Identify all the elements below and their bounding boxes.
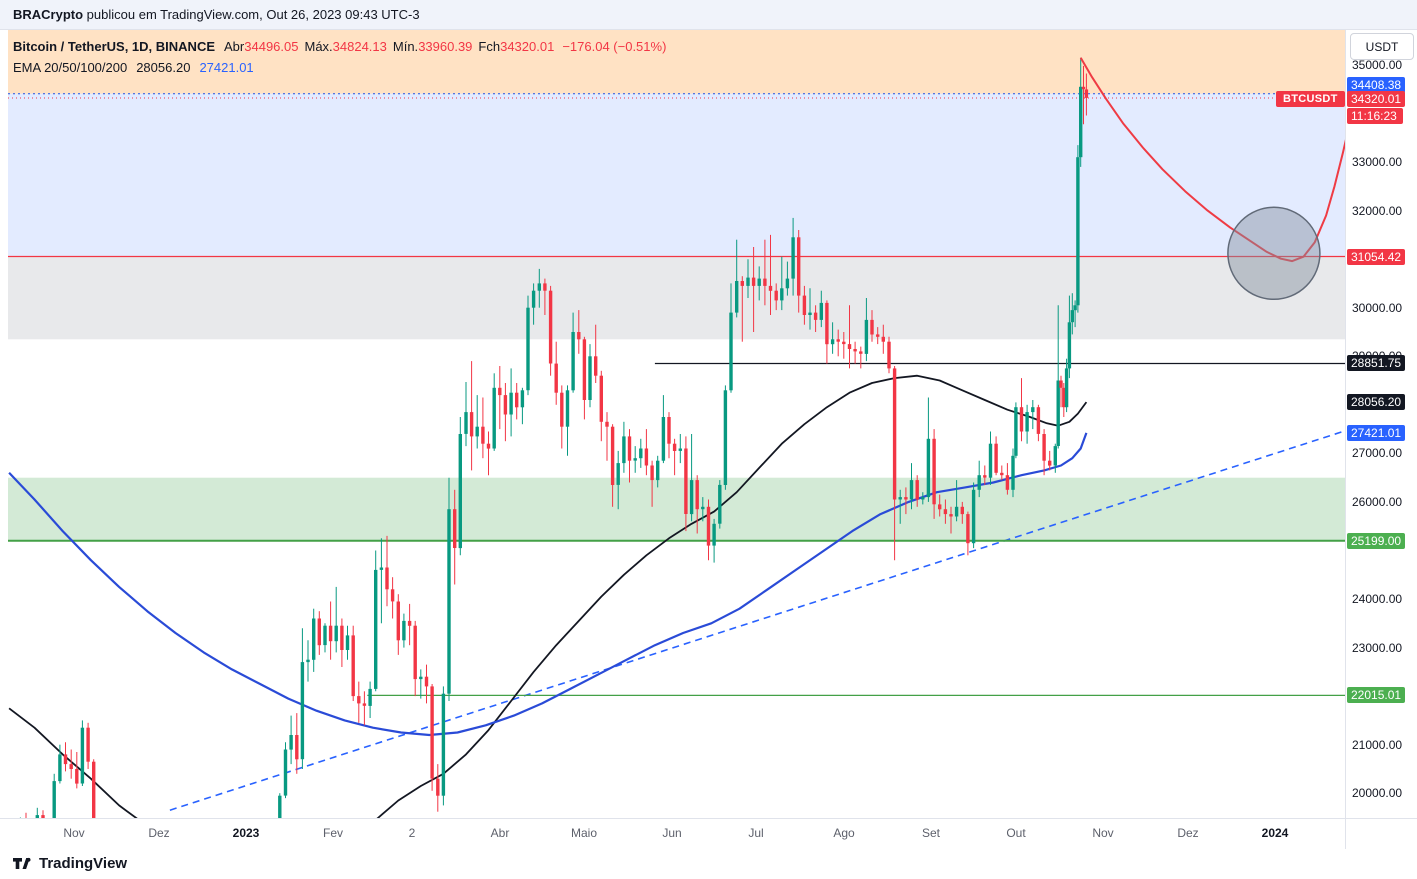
high-pair: Máx.34824.13	[304, 39, 387, 54]
time-label-month: Nov	[1092, 826, 1114, 840]
change-value: −176.04 (−0.51%)	[562, 39, 667, 54]
tradingview-logo-icon[interactable]	[13, 854, 32, 873]
price-zones	[8, 30, 1345, 541]
time-label-month: Fev	[322, 826, 344, 840]
time-label-month: Dez	[1177, 826, 1199, 840]
time-label-month: Ago	[833, 826, 855, 840]
candlesticks	[19, 57, 1089, 818]
resistance-price-badge: 31054.42	[1347, 249, 1406, 265]
time-label-month: 2	[408, 826, 416, 840]
time-label-year: 2024	[1261, 826, 1289, 840]
close-pair: Fch34320.01	[478, 39, 555, 54]
zone-support-green	[8, 477, 1345, 541]
price-tick: 30000.00	[1352, 301, 1403, 315]
brand-name[interactable]: TradingView	[39, 855, 128, 872]
zone-resistance-gray	[8, 256, 1345, 340]
chart-legend: Bitcoin / TetherUS, 1D, BINANCE Abr34496.…	[13, 36, 666, 78]
price-tick: 27000.00	[1352, 446, 1403, 460]
attribution-text: publicou em TradingView.com, Out 26, 202…	[83, 7, 420, 22]
ema200-value: 27421.01	[199, 60, 254, 75]
time-label-year: 2023	[232, 826, 260, 840]
level-price-badge: 28851.75	[1347, 355, 1406, 371]
price-tick: 32000.00	[1352, 204, 1403, 218]
time-label-month: Jul	[748, 826, 764, 840]
last-price-badge: 34320.01	[1347, 91, 1406, 107]
time-label-month: Dez	[148, 826, 170, 840]
time-label-month: Nov	[63, 826, 85, 840]
price-tick: 20000.00	[1352, 786, 1403, 800]
time-label-month: Maio	[570, 826, 598, 840]
indicator-name: EMA 20/50/100/200	[13, 60, 128, 75]
price-tick: 26000.00	[1352, 495, 1403, 509]
symbol-legend-row: Bitcoin / TetherUS, 1D, BINANCE Abr34496.…	[13, 36, 666, 57]
countdown-badge: 11:16:23	[1347, 108, 1403, 124]
time-label-month: Jun	[662, 826, 682, 840]
open-pair: Abr34496.05	[224, 39, 299, 54]
support2-price-badge: 22015.01	[1347, 687, 1406, 703]
chart-canvas[interactable]	[0, 30, 1345, 818]
forecast-target-circle	[1227, 206, 1321, 301]
low-pair: Mín.33960.39	[392, 39, 473, 54]
time-label-month: Set	[921, 826, 941, 840]
price-axis[interactable]: USDT 35000.0033000.0032000.0030000.00290…	[1345, 30, 1417, 818]
axis-corner	[1345, 818, 1417, 849]
price-tick: 24000.00	[1352, 592, 1403, 606]
indicator-legend-row: EMA 20/50/100/200 28056.20 27421.01	[13, 57, 666, 78]
ema100-value: 28056.20	[136, 60, 191, 75]
ema100-price-badge: 28056.20	[1347, 394, 1406, 410]
support-price-badge: 25199.00	[1347, 533, 1406, 549]
ema-200-line	[8, 432, 1088, 737]
zone-target-orange	[8, 30, 1345, 94]
trendline	[169, 430, 1344, 811]
currency-toggle-button[interactable]: USDT	[1350, 33, 1414, 60]
author-name: BRACrypto	[13, 7, 84, 22]
time-label-month: Abr	[490, 826, 510, 840]
price-tick: 33000.00	[1352, 155, 1403, 169]
price-tick: 21000.00	[1352, 738, 1403, 752]
time-axis[interactable]: Nov Dez 2023 Fev 2 Abr Maio Jun Jul Ago Set Out Nov D…	[0, 818, 1345, 849]
attribution-bar: BRACrypto publicou em TradingView.com, O…	[0, 0, 1417, 30]
price-tick: 23000.00	[1352, 641, 1403, 655]
symbol-title: Bitcoin / TetherUS, 1D, BINANCE	[13, 39, 216, 54]
ema-100-line	[8, 374, 1088, 818]
ema200-price-badge: 27421.01	[1347, 425, 1406, 441]
zone-top-price-badge: 34408.38	[1347, 77, 1406, 93]
symbol-flag-badge: BTCUSDT	[1276, 91, 1345, 107]
forecast-path	[1079, 57, 1345, 263]
horizontal-levels	[8, 93, 1345, 697]
time-label-month: Out	[1006, 826, 1026, 840]
zone-upper-blue	[8, 93, 1345, 257]
footer-bar: TradingView	[0, 848, 1417, 879]
price-tick: 35000.00	[1352, 58, 1403, 72]
